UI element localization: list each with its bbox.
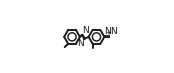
Text: N: N xyxy=(82,26,89,35)
Text: N: N xyxy=(110,27,117,36)
Text: N: N xyxy=(104,27,111,36)
Text: +: + xyxy=(106,30,112,36)
Text: N: N xyxy=(77,39,84,48)
